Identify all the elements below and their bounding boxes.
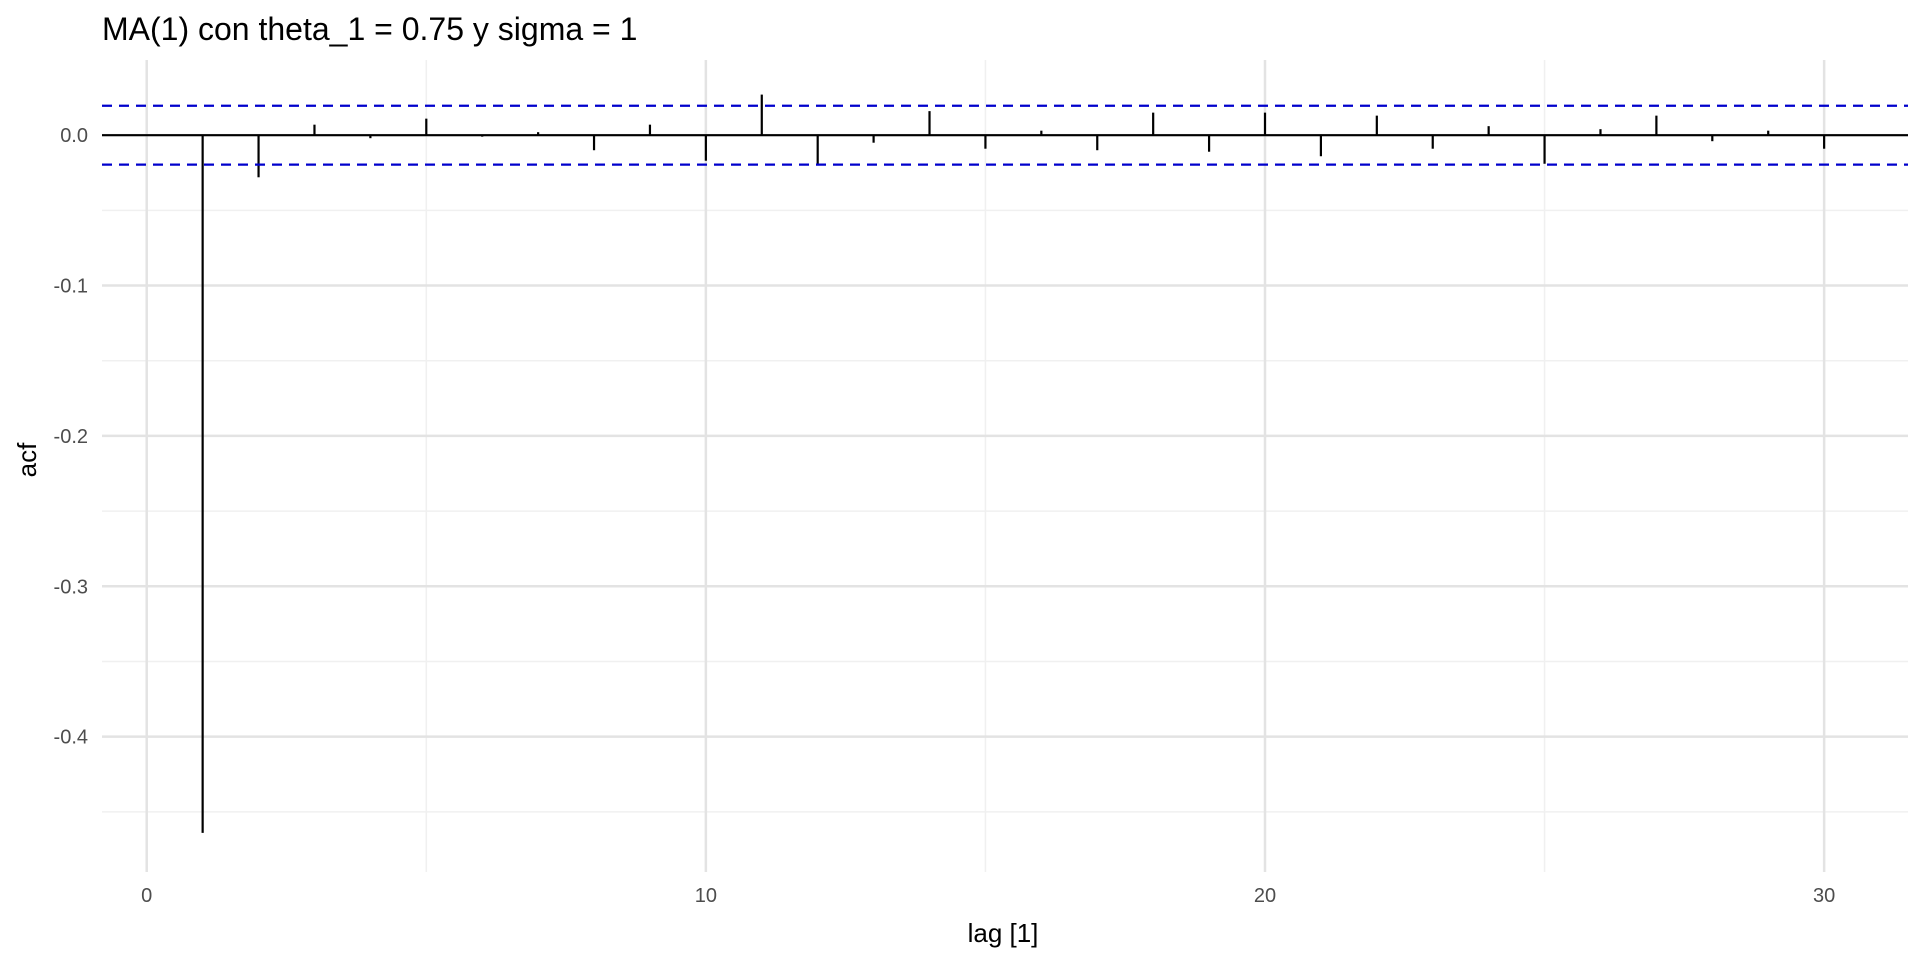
chart-title: MA(1) con theta_1 = 0.75 y sigma = 1	[102, 11, 637, 47]
acf-bars	[201, 94, 1826, 833]
x-axis-ticks: 0 10 20 30	[141, 885, 1835, 907]
confidence-bounds	[102, 104, 1908, 166]
y-tick-label: -0.2	[54, 426, 88, 448]
x-axis-label: lag [1]	[968, 918, 1039, 948]
y-axis-ticks: 0.0 -0.1 -0.2 -0.3 -0.4	[54, 125, 88, 748]
minor-gridlines	[102, 60, 1908, 872]
x-tick-label: 30	[1813, 885, 1835, 907]
y-tick-label: 0.0	[60, 125, 88, 147]
x-tick-label: 20	[1254, 885, 1276, 907]
y-tick-label: -0.4	[54, 727, 88, 749]
x-tick-label: 0	[141, 885, 152, 907]
y-tick-label: -0.3	[54, 576, 88, 598]
x-tick-label: 10	[695, 885, 717, 907]
y-axis-label: acf	[12, 442, 42, 477]
y-tick-label: -0.1	[54, 276, 88, 298]
major-gridlines	[102, 60, 1908, 872]
